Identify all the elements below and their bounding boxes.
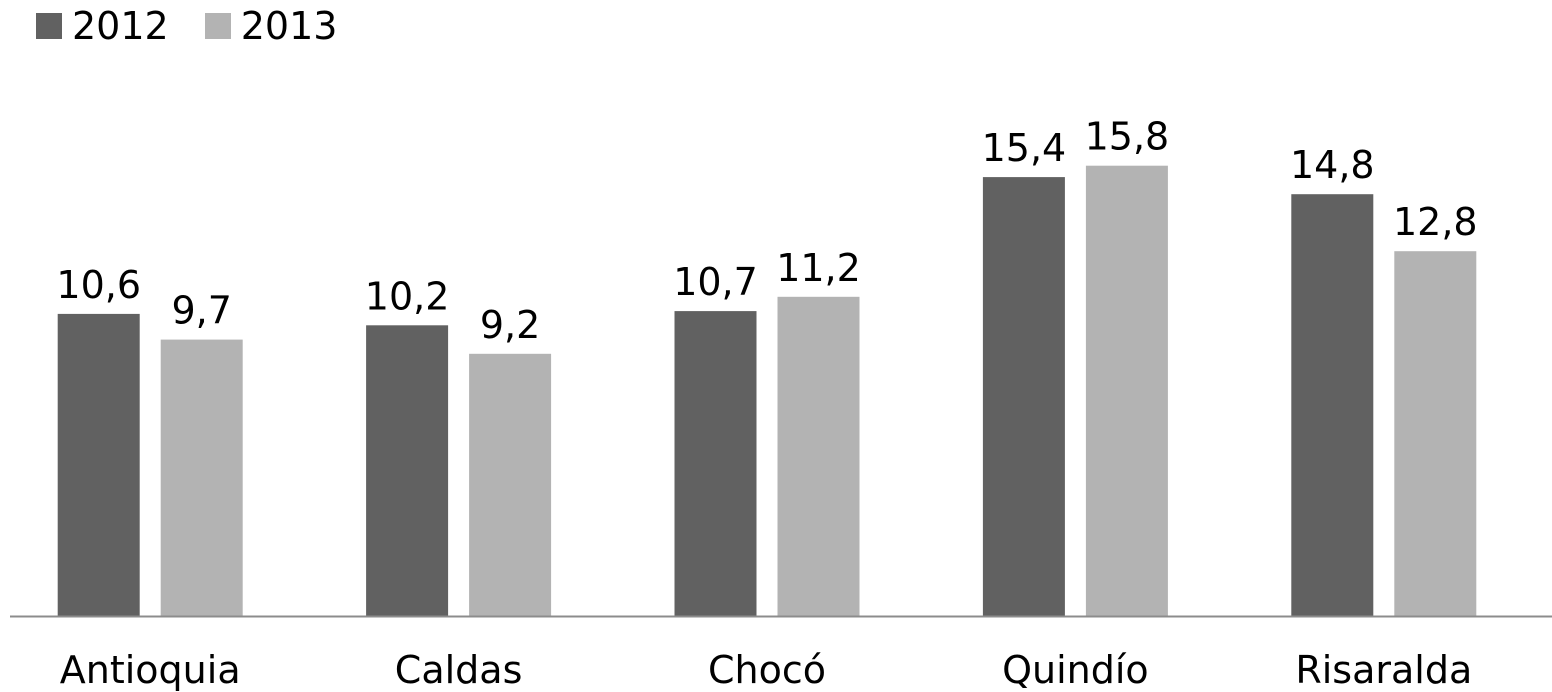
legend-label-2012: 2012 xyxy=(72,4,169,48)
data-label-2012-quindío: 15,4 xyxy=(982,126,1067,170)
bar-2013-risaralda xyxy=(1394,251,1477,616)
data-label-2012-antioquia: 10,6 xyxy=(56,263,141,307)
bar-2012-caldas xyxy=(366,325,449,616)
bar-2013-caldas xyxy=(469,353,552,616)
category-label-caldas: Caldas xyxy=(395,648,523,692)
category-label-risaralda: Risaralda xyxy=(1295,648,1472,692)
bar-2013-chocó xyxy=(777,296,860,616)
legend-label-2013: 2013 xyxy=(240,4,338,48)
bar-2013-quindío xyxy=(1085,165,1168,616)
bar-2012-risaralda xyxy=(1291,194,1374,616)
category-label-quindío: Quindío xyxy=(1002,648,1149,692)
data-label-2012-chocó: 10,7 xyxy=(673,260,758,304)
category-label-antioquia: Antioquia xyxy=(60,648,241,692)
data-label-2013-risaralda: 12,8 xyxy=(1393,200,1478,244)
data-label-2013-chocó: 11,2 xyxy=(776,246,861,290)
category-label-chocó: Chocó xyxy=(708,648,826,692)
data-label-2013-caldas: 9,2 xyxy=(480,303,540,347)
data-label-2013-antioquia: 9,7 xyxy=(171,289,231,333)
legend: 2012 2013 xyxy=(36,4,373,48)
data-label-2012-risaralda: 14,8 xyxy=(1290,143,1375,187)
bar-2012-antioquia xyxy=(57,313,140,616)
legend-swatch-2013 xyxy=(204,13,231,39)
data-label-2012-caldas: 10,2 xyxy=(365,274,450,318)
bar-2013-antioquia xyxy=(160,339,243,616)
legend-swatch-2012 xyxy=(36,13,62,39)
legend-item-2012: 2012 xyxy=(36,4,169,48)
data-label-2013-quindío: 15,8 xyxy=(1085,115,1170,159)
bar-2012-quindío xyxy=(982,177,1065,616)
legend-item-2013: 2013 xyxy=(204,4,338,48)
bar-2012-chocó xyxy=(674,311,757,616)
